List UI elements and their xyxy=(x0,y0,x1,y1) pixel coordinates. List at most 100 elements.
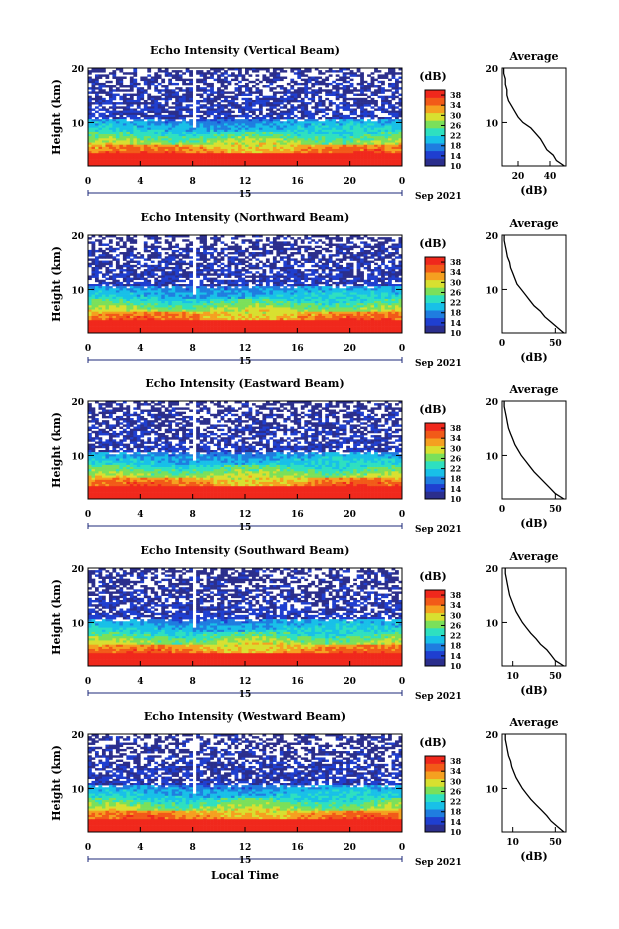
echo-cell xyxy=(307,102,312,105)
echo-cell xyxy=(297,157,302,160)
echo-cell xyxy=(325,275,330,278)
echo-cell xyxy=(203,106,207,109)
echo-cell xyxy=(238,131,242,135)
echo-cell xyxy=(220,140,225,143)
echo-cell xyxy=(290,271,295,274)
echo-cell xyxy=(307,286,312,289)
echo-cell xyxy=(203,237,207,240)
echo-cell xyxy=(133,123,138,126)
echo-cell xyxy=(119,125,124,128)
echo-cell xyxy=(311,157,316,160)
echo-cell xyxy=(349,131,354,135)
echo-cell xyxy=(94,131,99,135)
echo-cell xyxy=(154,254,159,257)
echo-cell xyxy=(164,286,169,289)
echo-cell xyxy=(318,275,323,278)
echo-cell xyxy=(175,136,180,139)
echo-cell xyxy=(283,157,288,160)
echo-cell xyxy=(119,273,124,276)
echo-cell xyxy=(370,131,375,135)
echo-cell xyxy=(360,85,364,88)
echo-cell xyxy=(384,97,389,101)
echo-cell xyxy=(353,138,357,141)
echo-cell xyxy=(325,117,330,120)
echo-cell xyxy=(164,121,169,124)
echo-cell xyxy=(175,93,180,96)
echo-cell xyxy=(251,146,256,150)
echo-cell xyxy=(213,121,218,124)
echo-cell xyxy=(290,140,295,143)
echo-cell xyxy=(126,273,131,276)
echo-cell xyxy=(119,271,124,274)
echo-cell xyxy=(346,131,350,135)
echo-cell xyxy=(182,136,186,139)
echo-cell xyxy=(279,129,284,133)
echo-cell xyxy=(122,245,127,249)
echo-cell xyxy=(206,70,211,73)
echo-cell xyxy=(279,110,284,114)
echo-cell xyxy=(126,131,131,135)
echo-cell xyxy=(129,136,134,139)
echo-cell xyxy=(238,68,242,71)
echo-cell xyxy=(129,144,134,148)
echo-cell xyxy=(203,80,207,84)
echo-cell xyxy=(108,292,113,295)
echo-cell xyxy=(213,142,218,145)
echo-cell xyxy=(101,279,106,283)
echo-cell xyxy=(360,252,364,255)
echo-cell xyxy=(314,262,319,266)
echo-cell xyxy=(150,138,155,141)
echo-cell xyxy=(178,70,183,73)
echo-cell xyxy=(248,87,253,90)
echo-cell xyxy=(360,97,364,101)
echo-cell xyxy=(272,131,277,135)
echo-cell xyxy=(321,108,326,111)
echo-cell xyxy=(325,123,330,126)
echo-cell xyxy=(98,108,103,111)
echo-cell xyxy=(314,80,319,84)
echo-cell xyxy=(360,99,364,103)
echo-cell xyxy=(136,148,141,152)
echo-cell xyxy=(161,279,166,283)
echo-cell xyxy=(258,127,263,131)
echo-cell xyxy=(363,121,368,124)
echo-cell xyxy=(88,134,92,137)
echo-cell xyxy=(307,68,312,71)
echo-cell xyxy=(220,80,225,84)
echo-cell xyxy=(332,254,337,257)
echo-cell xyxy=(224,112,228,116)
echo-cell xyxy=(265,104,270,107)
echo-cell xyxy=(321,262,326,266)
echo-cell xyxy=(395,159,399,163)
echo-cell xyxy=(245,281,249,285)
echo-cell xyxy=(325,136,330,139)
echo-cell xyxy=(374,142,378,145)
echo-cell xyxy=(157,279,162,283)
echo-cell xyxy=(101,125,106,128)
echo-cell xyxy=(143,108,148,111)
echo-cell xyxy=(325,146,330,150)
echo-cell xyxy=(231,144,235,148)
echo-cell xyxy=(248,262,253,266)
echo-cell xyxy=(356,277,361,281)
echo-cell xyxy=(210,247,214,251)
echo-cell xyxy=(88,87,92,90)
echo-cell xyxy=(300,110,305,114)
echo-cell xyxy=(290,129,295,133)
echo-cell xyxy=(391,131,396,135)
echo-cell xyxy=(115,286,120,289)
echo-cell xyxy=(217,275,221,278)
echo-cell xyxy=(143,247,148,251)
echo-cell xyxy=(122,117,127,120)
echo-cell xyxy=(367,138,371,141)
echo-cell xyxy=(185,121,190,124)
echo-cell xyxy=(297,136,302,139)
echo-cell xyxy=(248,74,253,77)
echo-cell xyxy=(189,89,193,92)
echo-cell xyxy=(147,117,152,120)
echo-cell xyxy=(297,76,302,79)
echo-cell xyxy=(98,112,103,116)
echo-cell xyxy=(381,80,385,84)
echo-cell xyxy=(255,127,260,131)
echo-cell xyxy=(227,288,232,291)
